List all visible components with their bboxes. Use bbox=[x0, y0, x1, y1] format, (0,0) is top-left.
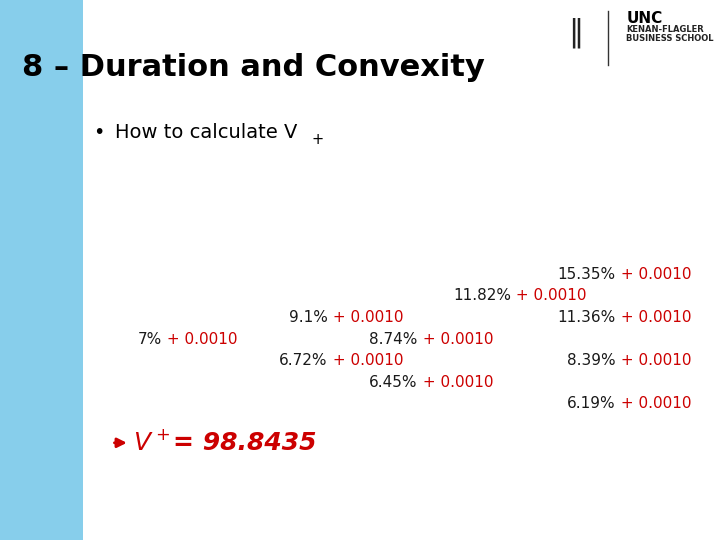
Text: 6.72%: 6.72% bbox=[279, 353, 328, 368]
Text: 6.45%: 6.45% bbox=[369, 375, 418, 390]
Text: + 0.0010: + 0.0010 bbox=[616, 396, 691, 411]
Text: = 98.8435: = 98.8435 bbox=[173, 431, 316, 455]
Text: 15.35%: 15.35% bbox=[557, 267, 616, 282]
Text: + 0.0010: + 0.0010 bbox=[616, 267, 691, 282]
Text: 11.36%: 11.36% bbox=[557, 310, 616, 325]
Text: •: • bbox=[94, 123, 105, 142]
Text: + 0.0010: + 0.0010 bbox=[418, 375, 493, 390]
Text: + 0.0010: + 0.0010 bbox=[162, 332, 238, 347]
Text: + 0.0010: + 0.0010 bbox=[616, 310, 691, 325]
Text: + 0.0010: + 0.0010 bbox=[328, 310, 403, 325]
Text: + 0.0010: + 0.0010 bbox=[418, 332, 493, 347]
Text: 9.1%: 9.1% bbox=[289, 310, 328, 325]
Text: 8.39%: 8.39% bbox=[567, 353, 616, 368]
Text: KENAN-FLAGLER: KENAN-FLAGLER bbox=[626, 25, 704, 34]
Bar bbox=[0, 0, 83, 540]
Text: $V^+$: $V^+$ bbox=[133, 430, 171, 455]
Text: ‖: ‖ bbox=[568, 17, 584, 48]
Text: BUSINESS SCHOOL: BUSINESS SCHOOL bbox=[626, 35, 714, 43]
Text: 7%: 7% bbox=[138, 332, 162, 347]
Text: + 0.0010: + 0.0010 bbox=[328, 353, 403, 368]
Text: How to calculate V: How to calculate V bbox=[115, 123, 297, 142]
Text: + 0.0010: + 0.0010 bbox=[616, 353, 691, 368]
Text: +: + bbox=[311, 132, 323, 147]
Text: 8 – Duration and Convexity: 8 – Duration and Convexity bbox=[22, 53, 485, 82]
Text: + 0.0010: + 0.0010 bbox=[511, 288, 587, 303]
Text: 8.74%: 8.74% bbox=[369, 332, 418, 347]
Text: 11.82%: 11.82% bbox=[453, 288, 511, 303]
Text: UNC: UNC bbox=[626, 11, 662, 26]
Text: 6.19%: 6.19% bbox=[567, 396, 616, 411]
